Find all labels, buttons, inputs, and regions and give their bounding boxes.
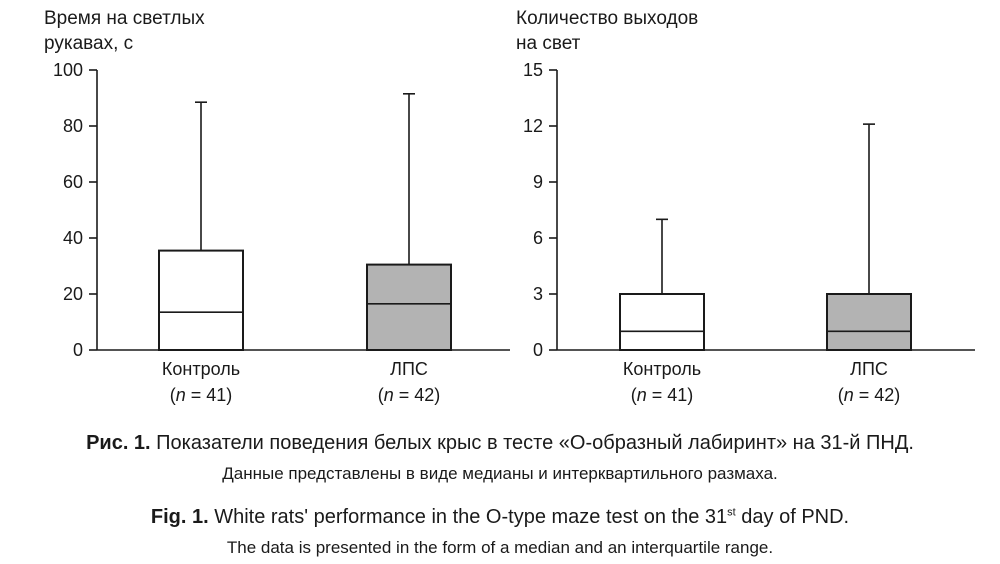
group-label: Контроль [623,359,701,379]
box-iqr [158,249,244,352]
y-axis-title-line: Количество выходов [516,8,698,29]
y-tick-label: 60 [63,172,83,192]
group-label: ЛПС [850,359,888,379]
y-tick-label: 80 [63,116,83,136]
y-tick-label: 6 [533,228,543,248]
caption-en-note: The data is presented in the form of a m… [226,538,774,557]
y-tick-label: 12 [523,116,543,136]
chart-1: Время на светлых рукавах, с 0 20 40 60 80 100 Ко… [44,8,510,405]
box-iqr [619,293,705,351]
y-tick-label: 20 [63,284,83,304]
y-tick-label: 0 [533,340,543,360]
y-tick-label: 100 [53,60,83,80]
caption-en-label: Fig. 1. [150,506,209,528]
box-iqr [826,293,912,351]
y-axis-title-line: рукавах, с [44,33,133,54]
group-n-label: (n = 42) [378,385,441,405]
y-axis-title-line: на свет [516,33,581,54]
group-label: Контроль [162,359,240,379]
group-n-label: (n = 42) [838,385,901,405]
caption-ru-text: Показатели поведения белых крыс в тесте … [150,432,914,454]
group-n-label: (n = 41) [170,385,233,405]
group-n-label: (n = 41) [631,385,694,405]
y-tick-label: 3 [533,284,543,304]
group-label: ЛПС [390,359,428,379]
y-axis-title-line: Время на светлых [44,8,205,29]
caption-en-sup: st [727,506,736,519]
y-tick-label: 40 [63,228,83,248]
chart-2: Количество выходов на свет 0 3 6 9 12 15 Контрол… [516,8,975,405]
y-tick-label: 0 [73,340,83,360]
caption-en-text-b: day of PND. [735,506,850,528]
caption-ru-title: Рис. 1. Показатели поведения белых крыс … [0,432,1000,455]
caption-ru-label: Рис. 1. [86,432,151,454]
caption-ru-note: Данные представлены в виде медианы и инт… [222,464,778,483]
caption-en-title: Fig. 1. White rats' performance in the O… [0,506,1000,529]
caption-en-text-a: White rats' performance in the O-type ma… [208,506,728,528]
box-iqr [366,263,452,352]
y-tick-label: 15 [523,60,543,80]
y-tick-label: 9 [533,172,543,192]
